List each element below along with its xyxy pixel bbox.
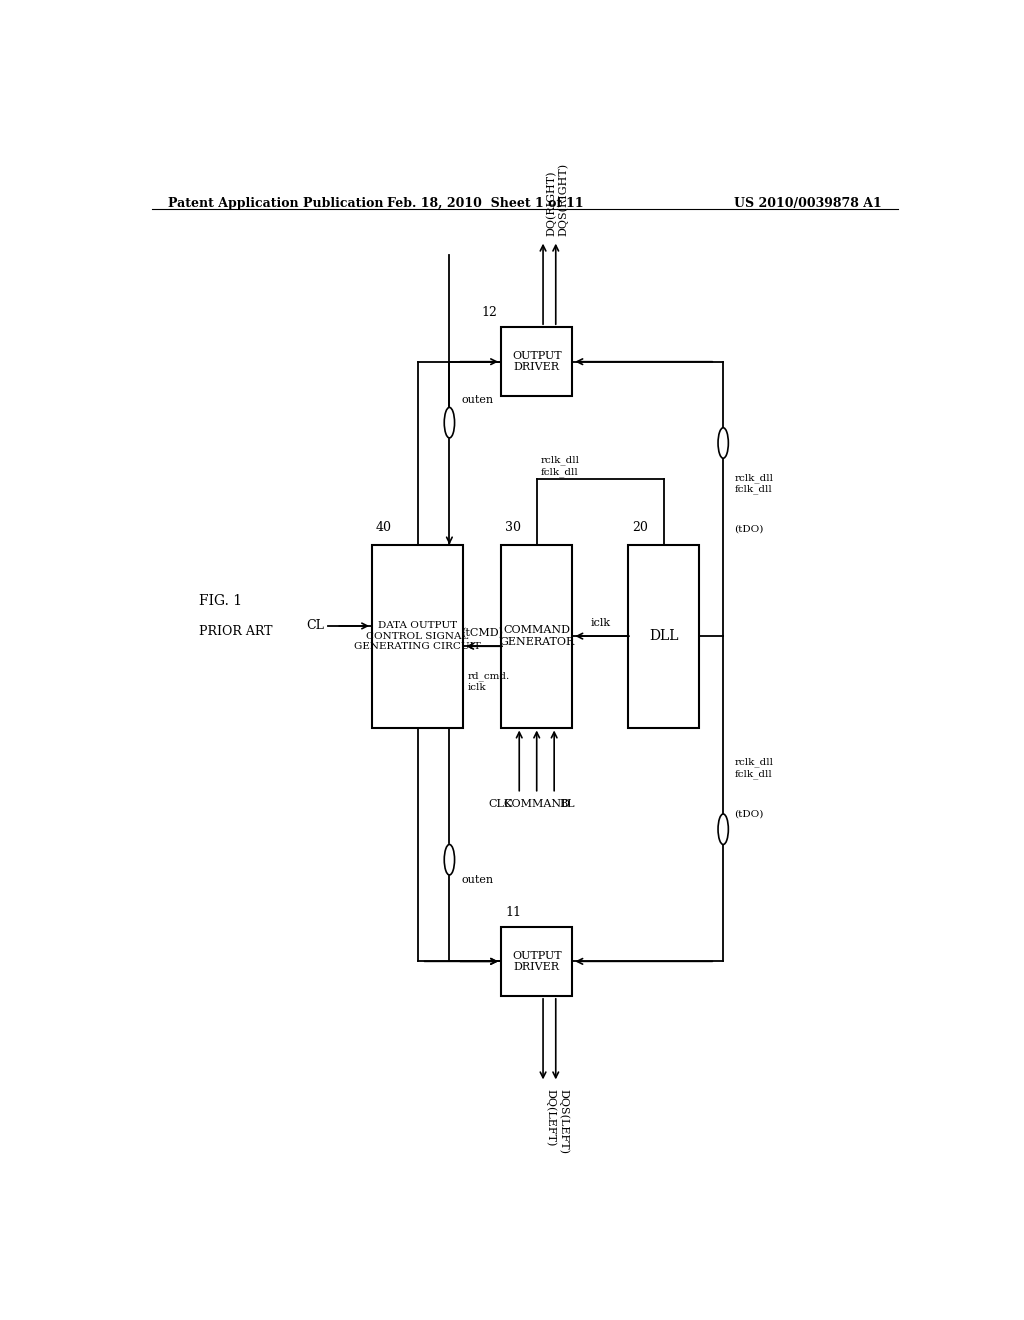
Text: 20: 20 (632, 521, 648, 535)
Text: BL: BL (559, 799, 574, 809)
Text: 11: 11 (505, 906, 521, 919)
Text: CLK: CLK (488, 799, 513, 809)
Text: DATA OUTPUT
CONTROL SIGNAL
GENERATING CIRCUIT: DATA OUTPUT CONTROL SIGNAL GENERATING CI… (354, 622, 481, 651)
Bar (501, 927, 572, 995)
Bar (501, 327, 572, 396)
Text: US 2010/0039878 A1: US 2010/0039878 A1 (734, 197, 882, 210)
Bar (372, 545, 463, 727)
Text: outen: outen (462, 395, 494, 405)
Text: iclk: iclk (590, 618, 610, 628)
Bar (501, 545, 572, 727)
Text: Feb. 18, 2010  Sheet 1 of 11: Feb. 18, 2010 Sheet 1 of 11 (387, 197, 584, 210)
Text: 12: 12 (481, 306, 497, 319)
Text: outen: outen (462, 875, 494, 884)
Text: OUTPUT
DRIVER: OUTPUT DRIVER (512, 351, 561, 372)
Text: COMMAND
GENERATOR: COMMAND GENERATOR (499, 626, 574, 647)
Text: DQS(LEFT): DQS(LEFT) (558, 1089, 568, 1155)
Text: CL: CL (306, 619, 325, 632)
Text: rclk_dll
fclk_dll: rclk_dll fclk_dll (734, 473, 773, 495)
Text: rclk_dll
fclk_dll: rclk_dll fclk_dll (734, 758, 773, 779)
Text: DQ(RIGHT): DQ(RIGHT) (546, 170, 556, 236)
Text: DQS(RIGHT): DQS(RIGHT) (558, 162, 568, 236)
Text: 40: 40 (376, 521, 392, 535)
Ellipse shape (718, 428, 728, 458)
Ellipse shape (444, 845, 455, 875)
Ellipse shape (444, 408, 455, 438)
Text: 30: 30 (505, 521, 521, 535)
Text: DQ(LEFT): DQ(LEFT) (546, 1089, 556, 1147)
Text: FIG. 1: FIG. 1 (200, 594, 243, 607)
Text: (tDO): (tDO) (734, 809, 764, 818)
Bar (628, 545, 699, 727)
Ellipse shape (718, 814, 728, 845)
Text: Patent Application Publication: Patent Application Publication (168, 197, 383, 210)
Text: PRIOR ART: PRIOR ART (200, 624, 273, 638)
Text: (tDO): (tDO) (734, 525, 764, 533)
Text: OUTPUT
DRIVER: OUTPUT DRIVER (512, 950, 561, 972)
Text: (tCMD): (tCMD) (461, 628, 503, 638)
Text: COMMAND: COMMAND (503, 799, 570, 809)
Text: rclk_dll
fclk_dll: rclk_dll fclk_dll (541, 455, 580, 477)
Text: DLL: DLL (649, 630, 679, 643)
Text: rd_cmd.
iclk: rd_cmd. iclk (467, 672, 510, 692)
